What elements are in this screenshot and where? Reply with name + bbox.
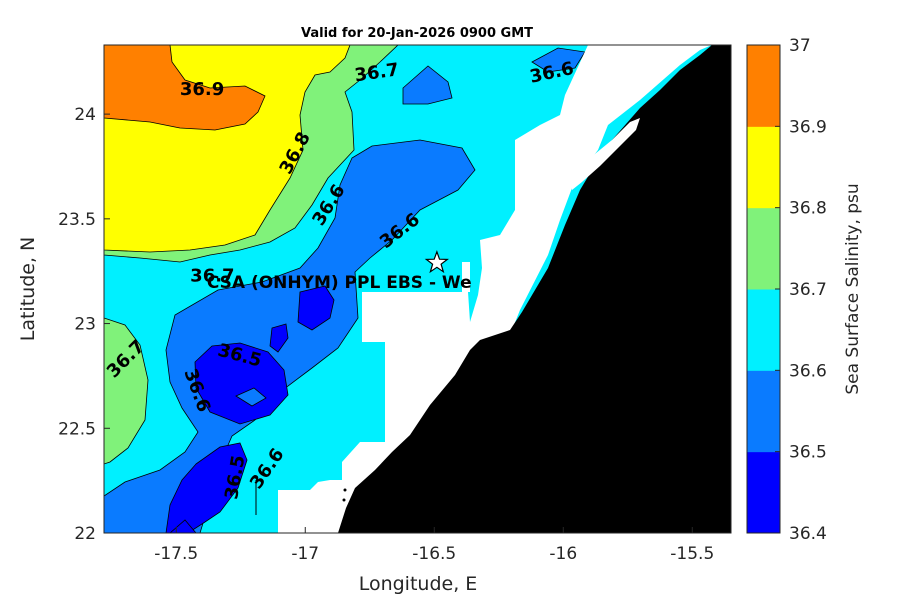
band-36.4-36.5-patch-4 bbox=[165, 442, 248, 533]
band-36.9-37.0 bbox=[104, 45, 266, 131]
colorbar-tick-label: 36.4 bbox=[789, 524, 827, 544]
coast-dot bbox=[342, 498, 346, 502]
x-tick-label: -16.5 bbox=[412, 544, 456, 564]
x-tick-label: -16 bbox=[549, 544, 577, 564]
map-plot-area bbox=[104, 45, 731, 533]
y-axis-label: Latitude, N bbox=[17, 237, 39, 342]
band-36.4-36.5-patch-1 bbox=[297, 285, 335, 331]
colorbar-label: Sea Surface Salinity, psu bbox=[843, 183, 863, 394]
colorbar-swatch bbox=[747, 370, 780, 453]
contour-label: 36.9 bbox=[180, 79, 224, 100]
colorbar-tick-label: 36.8 bbox=[789, 199, 827, 219]
colorbar-swatch bbox=[747, 207, 780, 290]
x-axis-label: Longitude, E bbox=[359, 573, 478, 595]
site-label: CSA (ONHYM) PPL EBS - We bbox=[207, 273, 472, 293]
colorbar-swatch bbox=[747, 451, 780, 534]
colorbar bbox=[747, 45, 780, 534]
x-tick-label: -15.5 bbox=[670, 544, 714, 564]
no-data-area bbox=[278, 45, 712, 533]
colorbar-swatch bbox=[747, 289, 780, 371]
contour-label: 36.7 bbox=[190, 265, 234, 286]
x-tick-label: -17.5 bbox=[154, 544, 198, 564]
y-tick-label: 22 bbox=[74, 524, 96, 544]
y-tick-label: 24 bbox=[74, 105, 96, 125]
axes-frame bbox=[103, 44, 732, 534]
axis-ticks: -17.5 -17 -16.5 -16 -15.5 24 23.5 23 22.5 22 bbox=[58, 105, 714, 564]
land-mass bbox=[338, 45, 731, 533]
colorbar-tick-label: 36.5 bbox=[789, 443, 827, 463]
band-36.4-36.5-patch-2 bbox=[269, 323, 289, 353]
band-36.5-36.6-ne-patch bbox=[531, 47, 586, 73]
colorbar-tick-label: 36.9 bbox=[789, 117, 827, 137]
coast-dot bbox=[343, 488, 347, 492]
coastal-lagoon bbox=[570, 118, 640, 190]
y-tick-label: 22.5 bbox=[58, 419, 96, 439]
colorbar-ticks: 37 36.9 36.8 36.7 36.6 36.5 36.4 bbox=[775, 36, 827, 544]
band-36.5-inner-ring bbox=[235, 387, 267, 407]
colorbar-swatch bbox=[747, 45, 780, 127]
chart-title: Valid for 20-Jan-2026 0900 GMT bbox=[301, 26, 533, 41]
colorbar-swatch bbox=[747, 126, 780, 209]
band-36.5-36.6-north-patch bbox=[402, 65, 453, 105]
x-tick-label: -17 bbox=[291, 544, 319, 564]
site-star-icon[interactable] bbox=[424, 250, 449, 274]
y-tick-label: 23 bbox=[74, 315, 96, 335]
colorbar-tick-label: 37 bbox=[789, 36, 811, 56]
colorbar-tick-label: 36.7 bbox=[789, 280, 827, 300]
colorbar-tick-label: 36.6 bbox=[789, 361, 827, 381]
y-tick-label: 23.5 bbox=[58, 210, 96, 230]
no-data-area-2 bbox=[462, 262, 470, 292]
band-36.7-36.8-west bbox=[104, 317, 149, 465]
band-36.4-36.5-patch-3 bbox=[194, 342, 289, 425]
